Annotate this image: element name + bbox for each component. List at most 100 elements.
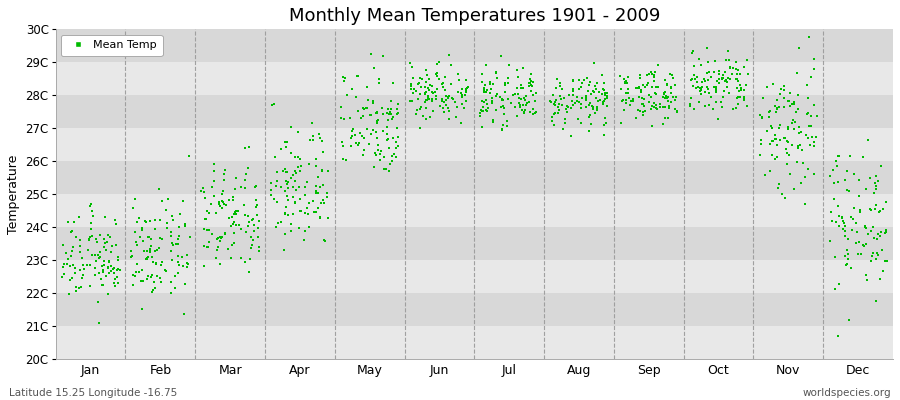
Point (660, 81, 674, 88)
Point (481, 86, 495, 93)
Point (769, 136, 783, 142)
Point (559, 106, 573, 113)
Point (349, 73, 364, 79)
Point (524, 82, 538, 88)
Point (204, 230, 219, 237)
Point (286, 194, 301, 200)
Point (699, 45, 714, 52)
Point (768, 103, 782, 109)
Point (547, 122, 562, 128)
Point (473, 112, 488, 119)
Point (293, 163, 308, 169)
Point (634, 89, 648, 96)
Point (403, 98, 418, 104)
Point (778, 195, 792, 201)
Point (229, 221, 243, 228)
Point (553, 83, 567, 90)
Point (369, 109, 383, 115)
Point (101, 290, 115, 297)
Point (545, 92, 560, 98)
Point (581, 114, 596, 120)
Point (590, 104, 604, 110)
Point (405, 64, 419, 70)
Point (632, 94, 646, 100)
Point (83, 202, 97, 209)
Point (734, 87, 748, 93)
Point (292, 195, 307, 202)
Point (139, 218, 153, 224)
Point (359, 84, 374, 90)
Point (793, 142, 807, 148)
Point (567, 100, 581, 106)
Point (428, 93, 443, 99)
Point (663, 71, 678, 77)
Point (736, 94, 751, 101)
Point (436, 80, 450, 86)
Point (732, 94, 746, 100)
Point (168, 273, 183, 279)
Point (373, 151, 387, 157)
Point (302, 200, 317, 206)
Point (143, 218, 157, 224)
Point (574, 120, 589, 127)
Point (497, 111, 511, 117)
Point (317, 200, 331, 206)
Point (566, 78, 580, 84)
Bar (56, 95, 893, 128)
Point (834, 214, 849, 220)
Point (562, 92, 576, 98)
Point (280, 192, 294, 199)
Point (720, 79, 734, 86)
Point (335, 138, 349, 145)
Point (716, 74, 730, 81)
Point (710, 116, 724, 122)
Point (806, 139, 821, 146)
Point (737, 97, 751, 103)
Point (598, 90, 612, 96)
Point (874, 163, 888, 169)
Point (306, 137, 320, 144)
Point (868, 183, 883, 190)
Point (333, 104, 347, 110)
Point (753, 141, 768, 147)
Point (336, 74, 350, 80)
Point (797, 174, 812, 180)
Point (351, 73, 365, 80)
Point (768, 132, 782, 138)
Point (693, 90, 707, 97)
Point (364, 50, 379, 57)
Bar (56, 194, 893, 227)
Point (773, 122, 788, 128)
Point (377, 154, 392, 160)
Point (712, 80, 726, 86)
Point (337, 116, 351, 122)
Point (237, 202, 251, 208)
Point (545, 118, 560, 124)
Point (790, 143, 805, 149)
Point (385, 158, 400, 164)
Point (495, 126, 509, 132)
Point (229, 185, 243, 192)
Point (284, 150, 298, 156)
Point (624, 98, 638, 104)
Point (485, 98, 500, 104)
Point (781, 126, 796, 132)
Point (638, 108, 652, 114)
Point (140, 256, 154, 263)
Point (597, 98, 611, 104)
Point (869, 250, 884, 256)
Point (109, 242, 123, 248)
Point (146, 258, 160, 265)
Point (634, 101, 649, 107)
Point (110, 267, 124, 273)
Point (835, 218, 850, 224)
Point (349, 140, 364, 146)
Point (381, 136, 395, 143)
Point (588, 110, 602, 117)
Point (212, 199, 226, 206)
Point (414, 84, 428, 90)
Point (425, 97, 439, 103)
Point (439, 102, 454, 108)
Point (139, 256, 153, 262)
Point (455, 86, 470, 92)
